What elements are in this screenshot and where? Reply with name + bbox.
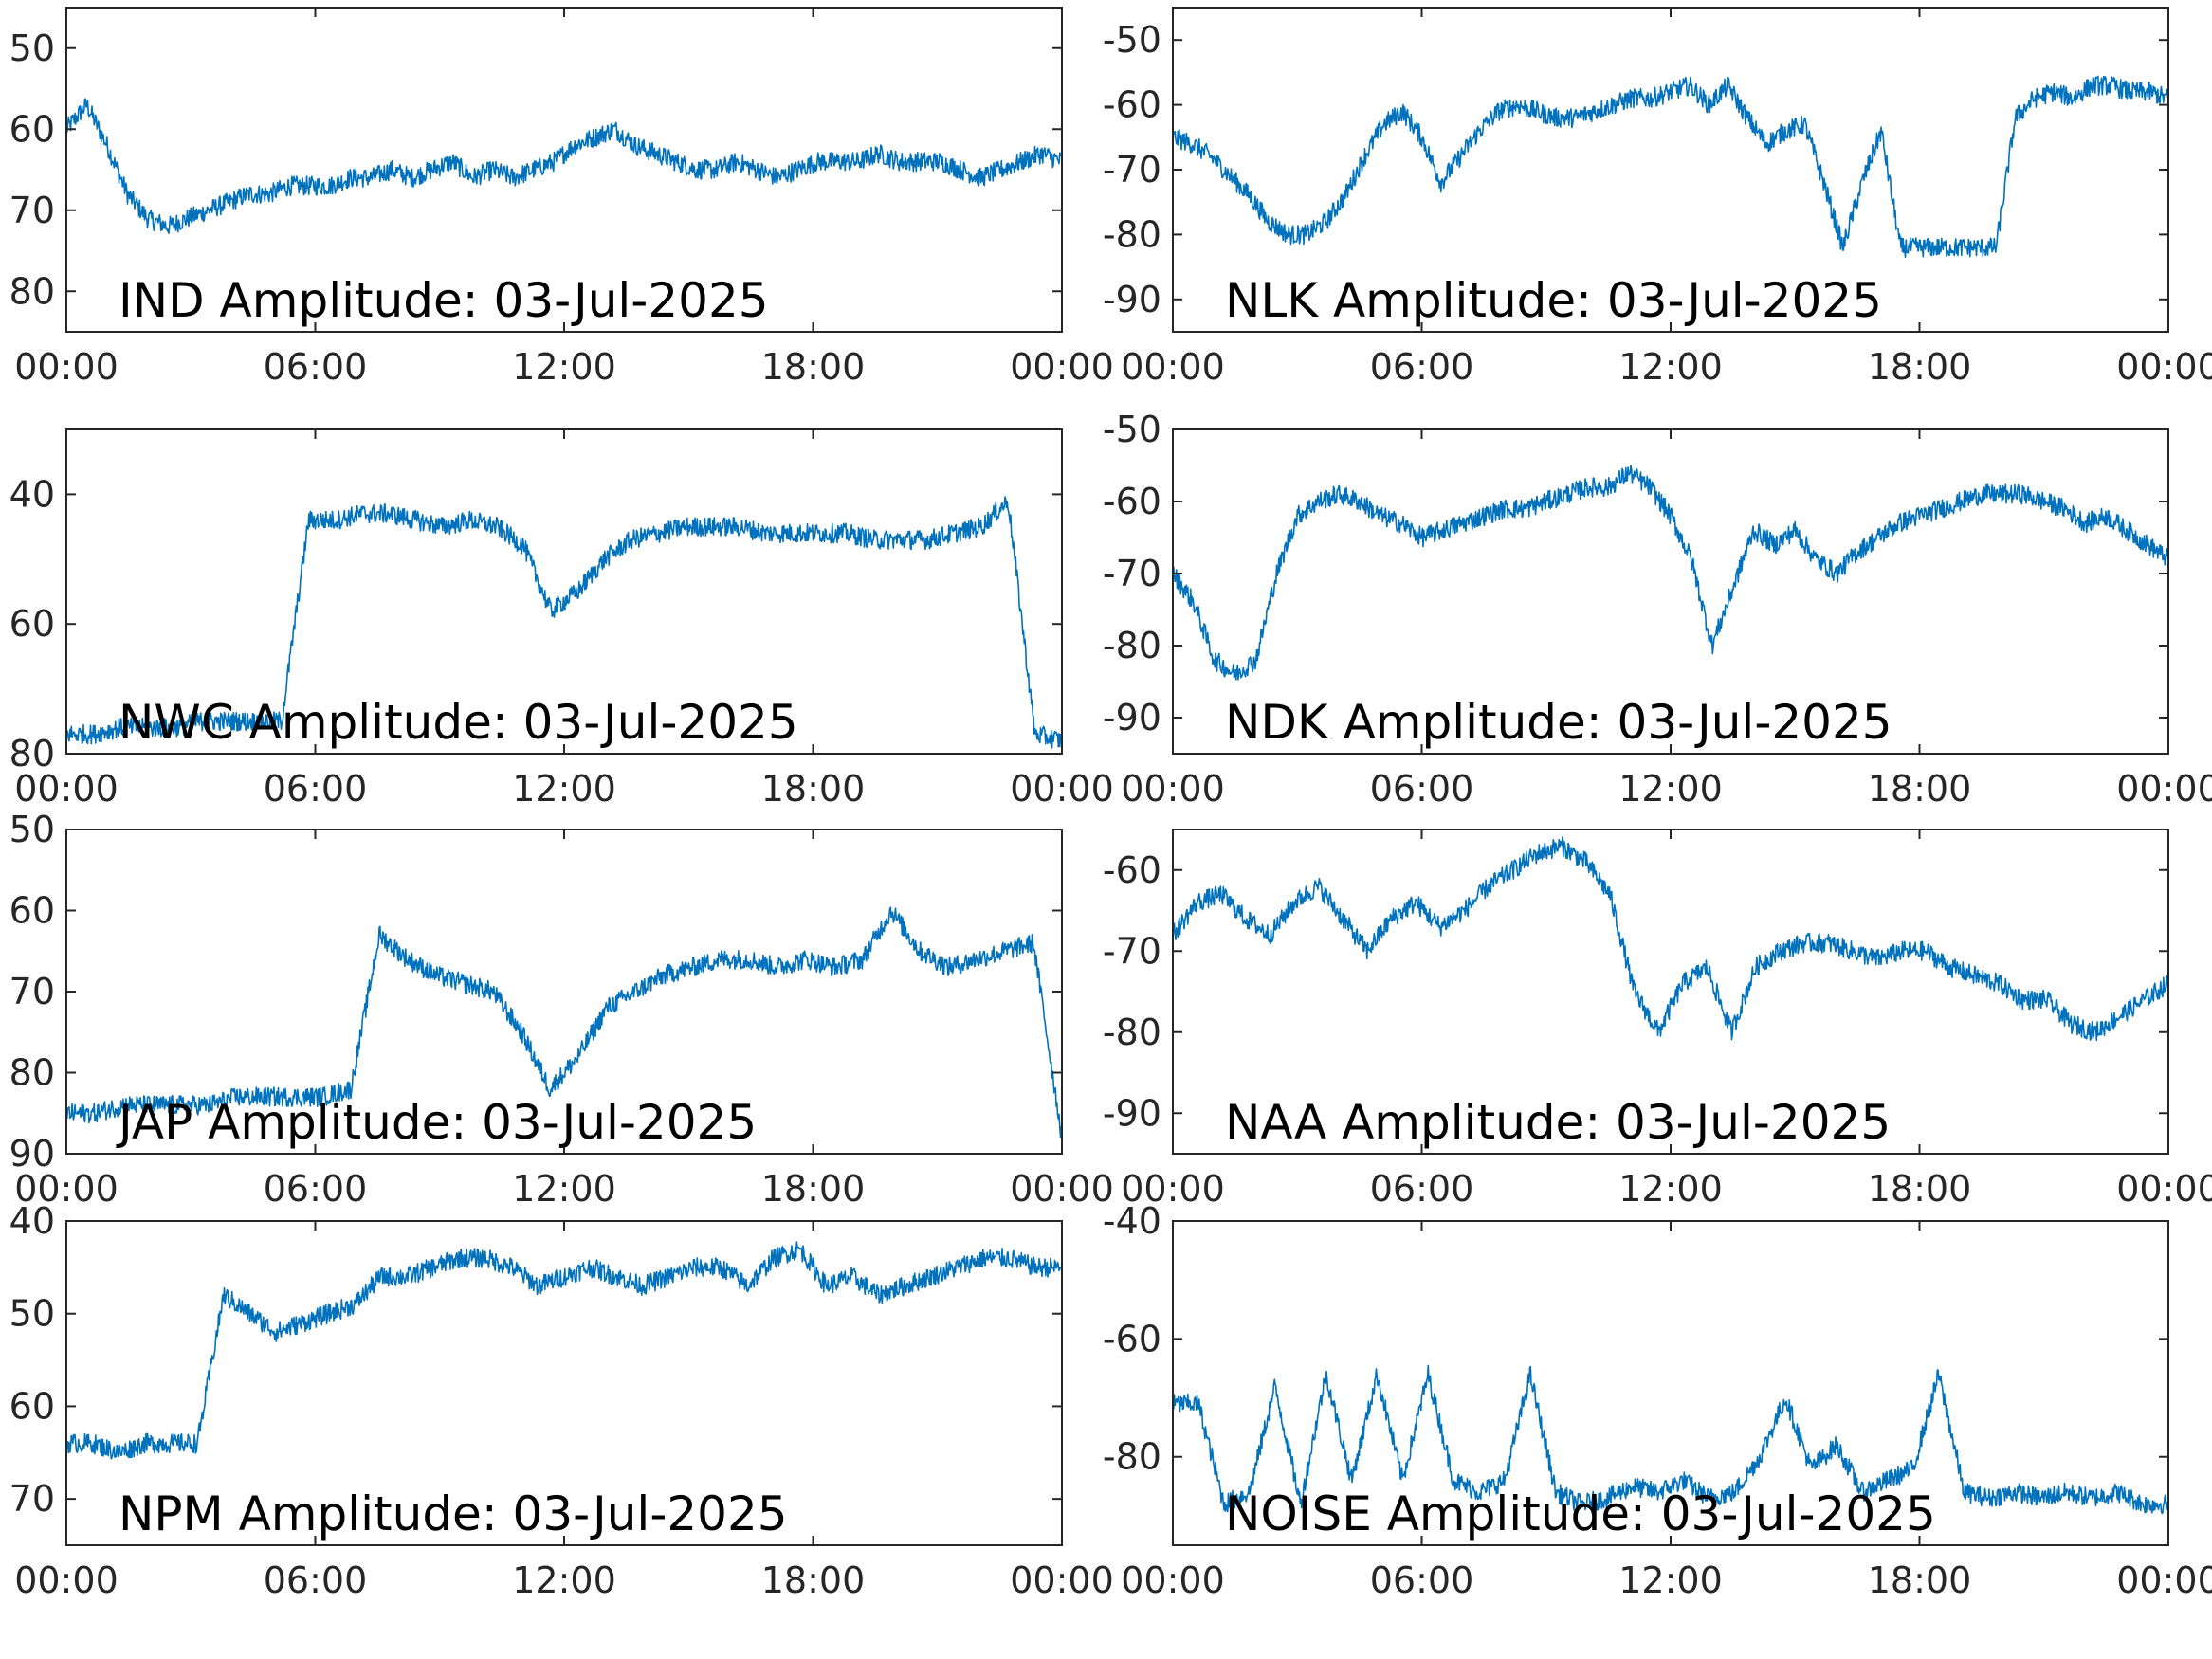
panel-title: JAP Amplitude: 03-Jul-2025	[116, 1095, 757, 1150]
x-tick-label: 06:00	[264, 768, 368, 810]
y-tick-label: -90	[1103, 1092, 1161, 1134]
x-tick-label: 12:00	[512, 346, 616, 388]
x-tick-label: 12:00	[512, 1168, 616, 1210]
x-tick-label: 00:00	[14, 1168, 119, 1210]
x-tick-label: 00:00	[14, 346, 119, 388]
x-tick-label: 00:00	[1010, 1168, 1114, 1210]
y-tick-label: -80	[1103, 1436, 1161, 1478]
x-tick-label: 12:00	[1618, 1559, 1723, 1601]
x-tick-label: 00:00	[1010, 1559, 1114, 1601]
panel-title: IND Amplitude: 03-Jul-2025	[119, 273, 769, 328]
x-tick-label: 12:00	[1618, 1168, 1723, 1210]
x-tick-label: 00:00	[2116, 1559, 2212, 1601]
y-tick-label: -60	[1103, 84, 1161, 126]
y-tick-label: 50	[9, 809, 55, 850]
y-tick-label: 60	[9, 603, 55, 645]
x-tick-label: 06:00	[1370, 768, 1474, 810]
x-tick-label: 00:00	[2116, 1168, 2212, 1210]
y-tick-label: -60	[1103, 849, 1161, 891]
x-tick-label: 00:00	[1121, 768, 1225, 810]
x-tick-label: 00:00	[14, 1559, 119, 1601]
x-tick-label: 00:00	[1121, 1168, 1225, 1210]
x-tick-label: 12:00	[512, 768, 616, 810]
y-tick-label: -80	[1103, 213, 1161, 255]
x-tick-label: 18:00	[1868, 768, 1972, 810]
y-tick-label: -50	[1103, 409, 1161, 450]
y-tick-label: 60	[9, 1385, 55, 1427]
y-tick-label: -70	[1103, 930, 1161, 972]
series-line	[66, 1241, 1062, 1460]
y-tick-label: -90	[1103, 697, 1161, 738]
series-line	[1173, 465, 2168, 681]
series-line	[66, 906, 1062, 1141]
x-tick-label: 06:00	[1370, 346, 1474, 388]
y-tick-label: -50	[1103, 19, 1161, 61]
y-tick-label: 50	[9, 1293, 55, 1335]
y-tick-label: 80	[9, 270, 55, 312]
y-tick-label: -40	[1103, 1200, 1161, 1242]
x-tick-label: 18:00	[761, 1559, 866, 1601]
y-tick-label: -60	[1103, 481, 1161, 522]
x-tick-label: 18:00	[761, 768, 866, 810]
panel-title: NOISE Amplitude: 03-Jul-2025	[1225, 1486, 1936, 1541]
x-tick-label: 18:00	[761, 1168, 866, 1210]
y-tick-label: 70	[9, 1478, 55, 1520]
x-tick-label: 06:00	[1370, 1559, 1474, 1601]
y-tick-label: 70	[9, 971, 55, 1012]
x-tick-label: 12:00	[1618, 346, 1723, 388]
x-tick-label: 00:00	[1010, 768, 1114, 810]
x-tick-label: 00:00	[1010, 346, 1114, 388]
y-tick-label: 90	[9, 1133, 55, 1175]
y-tick-label: -70	[1103, 149, 1161, 191]
x-tick-label: 12:00	[1618, 768, 1723, 810]
y-tick-label: 60	[9, 108, 55, 150]
y-tick-label: 40	[9, 1200, 55, 1242]
y-tick-label: -70	[1103, 553, 1161, 594]
y-tick-label: 50	[9, 27, 55, 69]
y-tick-label: 80	[9, 733, 55, 775]
y-tick-label: 40	[9, 473, 55, 515]
x-tick-label: 00:00	[14, 768, 119, 810]
x-tick-label: 06:00	[264, 1168, 368, 1210]
y-tick-label: -90	[1103, 279, 1161, 320]
x-tick-label: 12:00	[512, 1559, 616, 1601]
panel-title: NLK Amplitude: 03-Jul-2025	[1225, 273, 1882, 328]
x-tick-label: 06:00	[1370, 1168, 1474, 1210]
x-tick-label: 06:00	[264, 346, 368, 388]
panel-3: -50 -60 -70 -80 -90 00:00 06:00 12:00 18:00 00:00…	[1103, 409, 2212, 810]
x-tick-label: 00:00	[1121, 346, 1225, 388]
x-tick-label: 18:00	[761, 346, 866, 388]
series-line	[66, 496, 1062, 749]
y-tick-label: 70	[9, 190, 55, 231]
panel-title: NWC Amplitude: 03-Jul-2025	[119, 695, 798, 750]
x-tick-label: 18:00	[1868, 1168, 1972, 1210]
series-line	[1173, 836, 2168, 1042]
series-line	[1173, 1364, 2168, 1515]
panel-title: NDK Amplitude: 03-Jul-2025	[1225, 695, 1892, 750]
x-tick-label: 00:00	[2116, 768, 2212, 810]
y-tick-label: 60	[9, 890, 55, 932]
y-tick-label: -60	[1103, 1318, 1161, 1359]
x-tick-label: 00:00	[1121, 1559, 1225, 1601]
y-tick-label: -80	[1103, 1012, 1161, 1053]
panel-title: NPM Amplitude: 03-Jul-2025	[119, 1486, 788, 1541]
x-tick-label: 06:00	[264, 1559, 368, 1601]
x-tick-label: 00:00	[2116, 346, 2212, 388]
series-line	[66, 98, 1062, 235]
panel-1: -50 -60 -70 -80 -90 00:00 06:00 12:00 18:00 00:00…	[1103, 7, 2212, 388]
x-tick-label: 18:00	[1868, 346, 1972, 388]
panel-title: NAA Amplitude: 03-Jul-2025	[1225, 1095, 1891, 1150]
y-tick-label: 80	[9, 1052, 55, 1094]
y-tick-label: -80	[1103, 625, 1161, 666]
x-tick-label: 18:00	[1868, 1559, 1972, 1601]
series-line	[1173, 75, 2168, 259]
